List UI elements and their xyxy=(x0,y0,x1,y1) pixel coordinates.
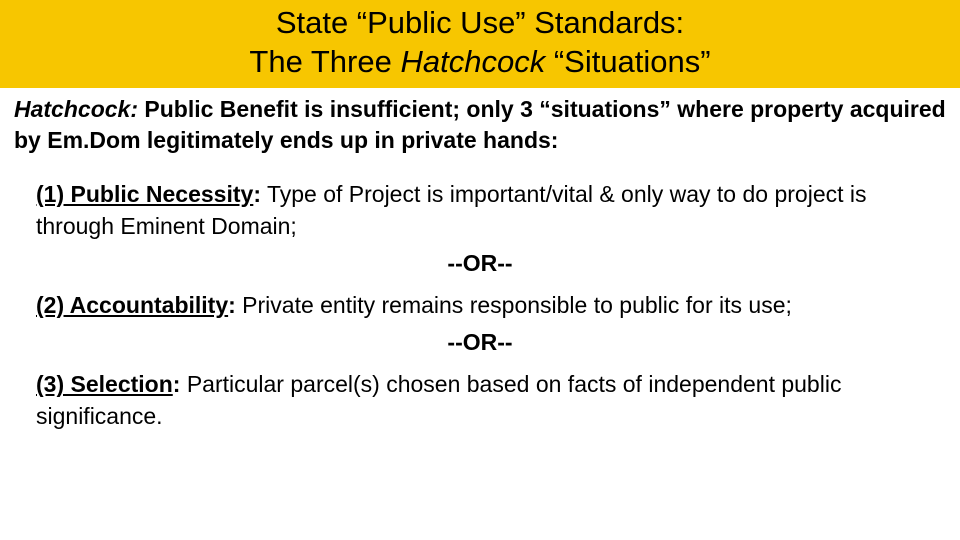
intro-text: Public Benefit is insufficient; only 3 “… xyxy=(14,96,946,153)
title-band: State “Public Use” Standards: The Three … xyxy=(0,0,960,88)
intro-paragraph: Hatchcock: Public Benefit is insufficien… xyxy=(0,88,960,156)
slide: State “Public Use” Standards: The Three … xyxy=(0,0,960,540)
title-line-2-italic: Hatchcock xyxy=(400,44,545,79)
separator-1: --OR-- xyxy=(36,250,924,277)
situation-2: (2) Accountability: Private entity remai… xyxy=(36,289,924,321)
situation-3: (3) Selection: Particular parcel(s) chos… xyxy=(36,368,924,432)
title-line-2-post: “Situations” xyxy=(545,44,710,79)
title-line-1: State “Public Use” Standards: xyxy=(0,4,960,43)
title-line-2-pre: The Three xyxy=(249,44,400,79)
situation-1: (1) Public Necessity: Type of Project is… xyxy=(36,178,924,242)
situation-2-label: (2) Accountability xyxy=(36,292,228,318)
body: (1) Public Necessity: Type of Project is… xyxy=(0,156,960,433)
separator-2: --OR-- xyxy=(36,329,924,356)
situation-1-label: (1) Public Necessity xyxy=(36,181,253,207)
intro-case-name: Hatchcock: xyxy=(14,96,138,122)
situation-1-colon: : xyxy=(253,181,261,207)
situation-2-colon: : xyxy=(228,292,236,318)
title-line-2: The Three Hatchcock “Situations” xyxy=(0,43,960,82)
situation-3-label: (3) Selection xyxy=(36,371,173,397)
situation-2-text: Private entity remains responsible to pu… xyxy=(236,292,792,318)
